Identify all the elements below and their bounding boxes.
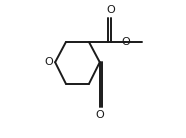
Text: O: O xyxy=(44,57,53,67)
Text: O: O xyxy=(95,110,104,120)
Text: O: O xyxy=(106,5,115,15)
Text: O: O xyxy=(121,37,130,47)
